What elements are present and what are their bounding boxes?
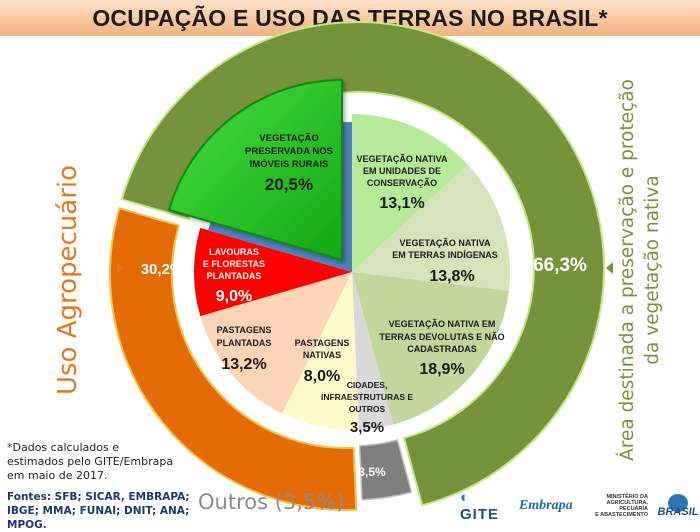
side-label-preservation: Área destinada a preservação e proteção … xyxy=(615,79,665,461)
svg-text:13,2%: 13,2% xyxy=(221,356,266,373)
slice-rural xyxy=(167,79,343,262)
footnote: *Dados calculados e estimados pelo GITE/… xyxy=(7,441,174,482)
slice-label-rural: VEGETAÇÃO PRESERVADA NOS IMÓVEIS RURAIS … xyxy=(245,133,333,194)
svg-text:CIDADES,: CIDADES, xyxy=(347,380,388,390)
brasil-logo: BRASIL xyxy=(656,493,700,519)
slice-label-cidades: CIDADES, INFRAESTRUTURAS E OUTROS 3,5% xyxy=(321,380,413,436)
ring-segment-agro xyxy=(109,206,358,511)
slice-label-conservacao: VEGETAÇÃO NATIVA EM UNIDADES DE CONSERVA… xyxy=(356,154,448,212)
svg-text:TERRAS DEVOLUTAS E NÃO: TERRAS DEVOLUTAS E NÃO xyxy=(379,332,504,342)
arrow-left-icon xyxy=(606,262,613,274)
ministerio-logo: MINISTÉRIO DA AGRICULTURA, PECUÁRIA E AB… xyxy=(595,494,648,518)
svg-text:9,0%: 9,0% xyxy=(216,288,252,305)
svg-text:13,1%: 13,1% xyxy=(379,195,424,212)
svg-text:PASTAGENS: PASTAGENS xyxy=(295,338,350,348)
svg-text:8,0%: 8,0% xyxy=(304,368,340,385)
slice-indigenas xyxy=(352,164,510,291)
outer-ring xyxy=(109,21,605,511)
svg-text:18,9%: 18,9% xyxy=(419,361,464,378)
slice-lavouras xyxy=(193,227,352,317)
arrow-right-icon xyxy=(117,262,124,274)
svg-text:LAVOURAS: LAVOURAS xyxy=(209,247,259,257)
slice-pastagens-plantadas xyxy=(200,272,352,414)
svg-text:CONSERVAÇÃO: CONSERVAÇÃO xyxy=(367,178,437,188)
inner-pie xyxy=(167,79,510,431)
svg-text:PLANTADAS: PLANTADAS xyxy=(207,271,262,281)
svg-text:VEGETAÇÃO NATIVA EM: VEGETAÇÃO NATIVA EM xyxy=(389,319,496,329)
ring-segment-others xyxy=(358,439,413,501)
side-label-preservation-line1: Área destinada a preservação e proteção xyxy=(617,79,638,461)
gite-logo: ◐ GITE xyxy=(460,489,500,523)
svg-text:20,5%: 20,5% xyxy=(265,175,313,194)
slice-label-pastagens-plantadas: PASTAGENS PLANTADAS 13,2% xyxy=(217,325,272,373)
slice-label-indigenas: VEGETAÇÃO NATIVA EM TERRAS INDÍGENAS 13,… xyxy=(392,238,498,285)
svg-text:13,8%: 13,8% xyxy=(429,268,474,285)
svg-text:PASTAGENS: PASTAGENS xyxy=(217,325,272,335)
svg-text:OUTROS: OUTROS xyxy=(349,404,386,414)
slice-label-devolutas: VEGETAÇÃO NATIVA EM TERRAS DEVOLUTAS E N… xyxy=(379,319,504,378)
ring-label-gray: 3,5% xyxy=(358,465,386,479)
svg-text:3,5%: 3,5% xyxy=(350,419,384,436)
svg-text:VEGETAÇÃO: VEGETAÇÃO xyxy=(259,133,318,144)
brasil-globe-icon: BRASIL xyxy=(658,494,699,518)
svg-text:INFRAESTRUTURAS E: INFRAESTRUTURAS E xyxy=(321,392,413,402)
svg-text:NATIVAS: NATIVAS xyxy=(303,350,341,360)
ring-label-orange: 30,2% xyxy=(141,261,184,278)
slice-devolutas xyxy=(352,272,509,425)
svg-text:VEGETAÇÃO NATIVA: VEGETAÇÃO NATIVA xyxy=(356,154,448,164)
ring-label-green: 66,3% xyxy=(533,255,587,276)
logos: ◐ GITE Embrapa MINISTÉRIO DA AGRICULTURA… xyxy=(460,489,700,523)
slice-cidades xyxy=(352,272,394,430)
svg-text:PRESERVADA NOS: PRESERVADA NOS xyxy=(245,146,333,157)
svg-text:BRASIL: BRASIL xyxy=(658,506,699,518)
slice-label-pastagens-nativas: PASTAGENS NATIVAS 8,0% xyxy=(295,338,350,385)
svg-text:IMÓVEIS RURAIS: IMÓVEIS RURAIS xyxy=(250,158,329,170)
svg-text:EM TERRAS INDÍGENAS: EM TERRAS INDÍGENAS xyxy=(392,250,498,260)
svg-text:PLANTADAS: PLANTADAS xyxy=(217,338,272,348)
slice-pastagens-nativas xyxy=(282,272,359,431)
svg-text:CADASTRADAS: CADASTRADAS xyxy=(407,344,477,354)
title-bar: OCUPAÇÃO E USO DAS TERRAS NO BRASIL* xyxy=(0,0,700,36)
slice-label-lavouras: LAVOURAS E FLORESTAS PLANTADAS 9,0% xyxy=(203,247,265,305)
side-label-preservation-line2: da vegetação nativa xyxy=(642,175,663,365)
embrapa-logo: Embrapa xyxy=(518,498,573,513)
svg-text:EM UNIDADES DE: EM UNIDADES DE xyxy=(363,166,441,176)
side-label-agro: Uso Agropecuário xyxy=(53,164,83,396)
svg-text:E FLORESTAS: E FLORESTAS xyxy=(203,259,265,269)
svg-text:VEGETAÇÃO NATIVA: VEGETAÇÃO NATIVA xyxy=(399,238,491,248)
gite-swirl-icon: ◐ xyxy=(460,489,471,506)
sources: Fontes: SFB; SICAR, EMBRAPA; IBGE; MMA; … xyxy=(7,491,190,531)
ring-segment-preservation xyxy=(120,21,605,507)
outros-label: Outros (3,5%) xyxy=(198,490,345,514)
slice-conservacao xyxy=(352,114,468,272)
